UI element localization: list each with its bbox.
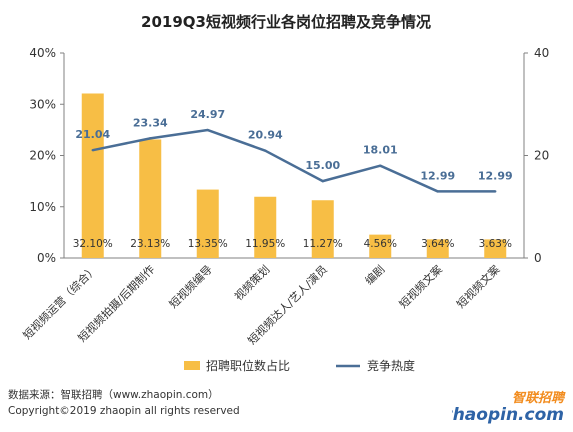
x-category-label: 编剧 — [362, 262, 387, 287]
y-left-tick-label: 20% — [29, 149, 56, 163]
bar — [484, 239, 507, 258]
legend-label-line: 竞争热度 — [367, 358, 415, 373]
line-value-label: 20.94 — [248, 129, 283, 142]
y-left-tick-label: 30% — [29, 97, 56, 111]
line-point — [206, 128, 209, 132]
y-left-tick-label: 0% — [37, 251, 56, 265]
legend: 招聘职位数占比 竞争热度 — [184, 358, 415, 373]
line-value-label: 12.99 — [478, 169, 513, 182]
bar — [81, 93, 104, 258]
bar-value-label: 11.95% — [245, 238, 285, 250]
bar — [139, 139, 162, 258]
legend-label-bar: 招聘职位数占比 — [206, 358, 290, 373]
line-value-label: 23.34 — [133, 116, 168, 129]
line-point — [321, 179, 324, 183]
x-category-label: 视频策划 — [231, 262, 272, 303]
y-left-tick-label: 10% — [29, 200, 56, 214]
bar-value-label: 3.63% — [479, 238, 512, 250]
bar-value-label: 4.56% — [364, 238, 397, 250]
plot-area: 0% 10% 20% 30% 40% 0 20 40 32.10% 23.13% 13.35% 11.… — [20, 46, 549, 347]
zhaopin-logo: 智联招聘 zhaopin.com — [452, 390, 566, 424]
logo-name-en: zhaopin.com — [452, 405, 564, 424]
line-point — [149, 137, 152, 140]
y-right-tick-label: 0 — [534, 251, 542, 265]
x-category-label: 短视频编导 — [166, 262, 215, 311]
data-source-note: 数据来源：智联招聘（www.zhaopin.com） — [8, 389, 219, 401]
bar — [196, 189, 219, 258]
bar-value-label: 13.35% — [188, 238, 228, 250]
line-point — [91, 148, 94, 152]
bar — [426, 239, 449, 258]
x-category-label: 短视频文案 — [396, 262, 445, 311]
line-value-label: 18.01 — [363, 144, 398, 157]
line-point — [494, 190, 497, 193]
y-left-tick-label: 40% — [29, 46, 56, 60]
line-value-label: 15.00 — [305, 159, 340, 172]
line-value-label: 12.99 — [420, 169, 455, 182]
line-series-competition — [92, 128, 496, 193]
line-value-label: 21.04 — [75, 128, 110, 141]
legend-swatch-bar — [184, 361, 200, 370]
bar-value-label: 23.13% — [130, 238, 170, 250]
bar — [254, 196, 277, 258]
line-point — [379, 164, 382, 167]
bar — [369, 234, 392, 258]
bar-value-label: 3.64% — [421, 238, 454, 250]
y-right-tick-label: 40 — [534, 46, 549, 60]
line-value-label: 24.97 — [190, 108, 225, 121]
y-right-tick-label: 20 — [534, 149, 549, 163]
logo-name-cn: 智联招聘 — [512, 390, 566, 406]
bar — [311, 200, 334, 258]
bar-value-label: 11.27% — [303, 238, 343, 250]
line-point — [264, 149, 267, 152]
chart-title: 2019Q3短视频行业各岗位招聘及竞争情况 — [141, 13, 431, 31]
bar-value-label: 32.10% — [73, 238, 113, 250]
x-category-label: 短视频文案 — [454, 262, 503, 311]
copyright-note: Copyright©2019 zhaopin all rights reserv… — [8, 405, 240, 417]
line-point — [436, 190, 439, 193]
